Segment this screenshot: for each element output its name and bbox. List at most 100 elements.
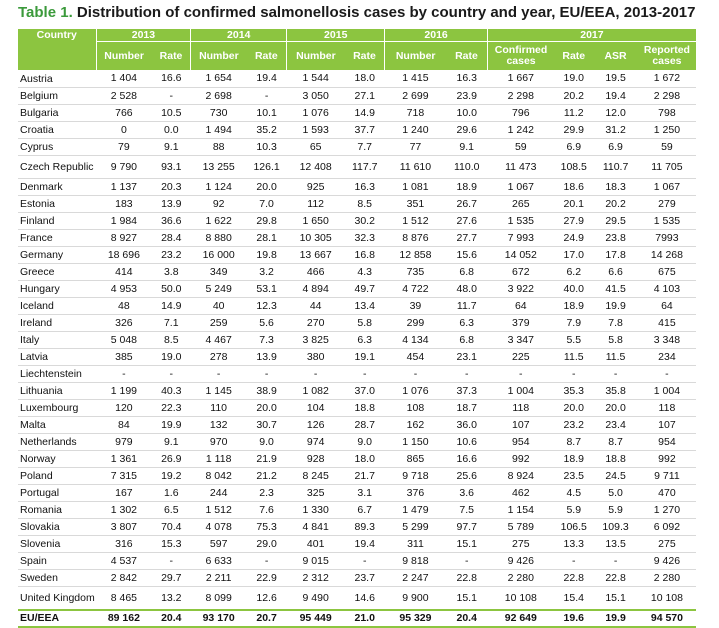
value-cell: 110.7 [593,155,638,179]
value-cell: 4 537 [96,552,152,570]
table-row: United Kingdom 8 465 13.2 8 099 12.6 9 490 14.… [18,586,696,610]
value-cell: 19.4 [246,70,287,88]
total-value: 93 170 [190,608,247,628]
value-cell: 796 [487,104,555,122]
value-cell: 259 [190,314,247,332]
value-cell: 2 298 [637,87,696,105]
country-cell: Germany [18,246,97,264]
value-cell: 385 [96,348,152,366]
value-cell: 27.1 [344,87,385,105]
value-cell: 1 512 [384,212,447,230]
value-cell: 10.6 [446,433,488,451]
value-cell: - [151,87,191,105]
value-cell: 1 154 [487,501,555,519]
value-cell: 5.9 [554,501,594,519]
value-cell: - [246,87,287,105]
value-cell: 9 426 [637,552,696,570]
value-cell: 11.2 [554,104,594,122]
value-cell: 1 199 [96,382,152,400]
value-cell: 35.3 [554,382,594,400]
value-cell: 14 268 [637,246,696,264]
value-cell: - [554,365,594,383]
value-cell: 225 [487,348,555,366]
country-cell: Lithuania [18,382,97,400]
header-rate: Rate [446,41,488,70]
value-cell: 299 [384,314,447,332]
value-cell: 7.8 [593,314,638,332]
value-cell: 10.3 [246,138,287,156]
value-cell: 24.5 [593,467,638,485]
value-cell: 8 924 [487,467,555,485]
value-cell: 19.9 [593,297,638,315]
value-cell: 16.6 [446,450,488,468]
value-cell: 974 [286,433,345,451]
header-rate: Rate [344,41,385,70]
value-cell: 4 841 [286,518,345,536]
value-cell: 9 900 [384,586,447,610]
value-cell: 5.6 [246,314,287,332]
header-confirmed-cases: Confirmed cases [486,41,555,70]
country-cell: Slovakia [18,518,97,536]
table-row: France 8 927 28.4 8 880 28.1 10 305 32.3 8 876 2… [18,229,696,247]
value-cell: 1 118 [190,450,247,468]
table-row: Cyprus 79 9.1 88 10.3 65 7.7 77 9.1 59 6.9 6.9 59 [18,138,696,156]
value-cell: 13.4 [344,297,385,315]
value-cell: 4 894 [286,280,345,298]
value-cell: 18.3 [593,178,638,196]
value-cell: 278 [190,348,247,366]
value-cell: 15.1 [446,535,488,553]
value-cell: 970 [190,433,247,451]
value-cell: 466 [286,263,345,281]
table-row: Slovenia 316 15.3 597 29.0 401 19.4 311 15.1 275 1… [18,535,696,553]
header-rate: Rate [554,41,594,70]
country-cell: United Kingdom [18,586,97,610]
value-cell: 326 [96,314,152,332]
value-cell: 6.5 [151,501,191,519]
value-cell: 1 361 [96,450,152,468]
country-cell: Luxembourg [18,399,97,417]
value-cell: 19.5 [593,70,638,88]
table-row: Czech Republic 9 790 93.1 13 255 126.1 12 408… [18,155,696,179]
value-cell: 6.3 [344,331,385,349]
value-cell: 1 650 [286,212,345,230]
value-cell: 6.9 [593,138,638,156]
value-cell: 2 280 [487,569,555,587]
value-cell: 9.1 [151,433,191,451]
value-cell: 16.8 [344,246,385,264]
value-cell: 454 [384,348,447,366]
table-row: Belgium 2 528-2 698-3 050 27.1 2 699 23.9 2 2… [18,87,696,105]
value-cell: 64 [637,297,696,315]
value-cell: 65 [286,138,345,156]
value-cell: 20.3 [151,178,191,196]
value-cell: 118 [637,399,696,417]
value-cell: 44 [286,297,345,315]
country-cell: Czech Republic [18,155,97,179]
value-cell: 2 698 [190,87,247,105]
value-cell: 23.8 [593,229,638,247]
value-cell: 4.3 [344,263,385,281]
value-cell: 50.0 [151,280,191,298]
value-cell: 13 667 [286,246,345,264]
value-cell: 9 711 [637,467,696,485]
value-cell: - [96,365,152,383]
value-cell: - [593,365,638,383]
value-cell: 36.0 [446,416,488,434]
country-cell: Norway [18,450,97,468]
value-cell: 19.4 [593,87,638,105]
value-cell: 7.7 [344,138,385,156]
value-cell: 5 249 [190,280,247,298]
value-cell: 7 993 [487,229,555,247]
value-cell: 27.9 [554,212,594,230]
value-cell: 36.6 [151,212,191,230]
table-row: Greece 414 3.8 349 3.2 466 4.3 735 6.8 672 6.2 6.6 6… [18,263,696,281]
value-cell: 167 [96,484,152,502]
value-cell: 925 [286,178,345,196]
value-cell: 27.6 [446,212,488,230]
value-cell: - [344,552,385,570]
value-cell: 462 [487,484,555,502]
value-cell: 48.0 [446,280,488,298]
value-cell: 1 494 [190,121,247,139]
table-row: Austria 1 404 16.6 1 654 19.4 1 544 18.0 1 415 1… [18,70,696,88]
header-number: Number [95,41,152,70]
value-cell: 15.3 [151,535,191,553]
